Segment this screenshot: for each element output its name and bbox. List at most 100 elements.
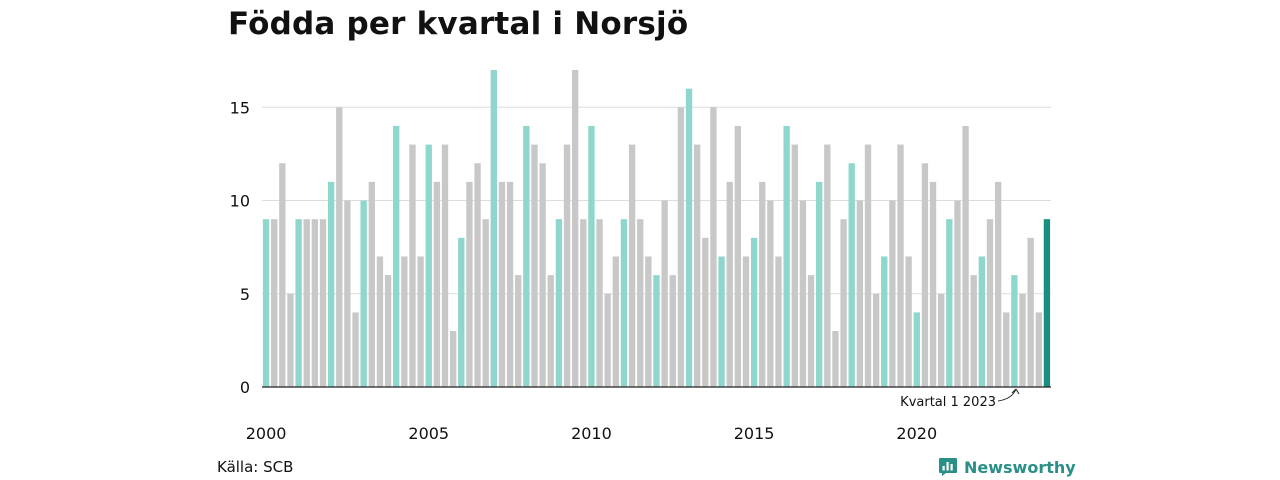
- bar: [669, 275, 676, 387]
- bar: [685, 88, 693, 388]
- bar: [319, 219, 327, 387]
- source-label: Källa: SCB: [217, 458, 294, 476]
- bar: [376, 256, 384, 387]
- bar: [449, 331, 457, 387]
- bar: [677, 107, 685, 387]
- bar-chart: 0 5 10 15 2000 2005 2010 2015 2020 Kvartal 1 20…: [230, 70, 1051, 443]
- annotation-arrow-icon: [997, 388, 1020, 402]
- bar-chart-logo-icon: [939, 458, 957, 476]
- bar: [938, 293, 945, 387]
- bar: [970, 275, 977, 387]
- bars: [262, 70, 1051, 388]
- bar: [864, 144, 872, 387]
- bar: [897, 144, 904, 387]
- bar: [759, 181, 766, 387]
- y-tick-labels: 0 5 10 15: [230, 98, 250, 397]
- bar: [775, 256, 782, 387]
- bar: [271, 219, 278, 387]
- bar: [1011, 275, 1018, 387]
- bar: [547, 275, 554, 387]
- brand[interactable]: Newsworthy: [938, 456, 1076, 478]
- bar: [563, 144, 571, 387]
- bar: [856, 200, 864, 387]
- bar: [994, 181, 1002, 387]
- bar: [433, 181, 441, 387]
- bar: [889, 200, 896, 387]
- bar: [571, 70, 579, 387]
- bar: [344, 200, 351, 387]
- bar: [929, 181, 937, 387]
- bar: [612, 256, 619, 387]
- bar: [905, 256, 912, 387]
- bar: [262, 219, 270, 387]
- bar: [694, 144, 701, 387]
- bar: [921, 163, 929, 387]
- bar: [393, 125, 400, 387]
- bar: [588, 125, 595, 387]
- bar: [368, 181, 375, 387]
- bar: [816, 181, 823, 387]
- bar: [303, 219, 310, 387]
- bar: [840, 219, 847, 387]
- bar: [783, 125, 790, 387]
- x-tick-label: 2020: [896, 424, 937, 443]
- bar: [490, 70, 497, 387]
- y-tick-label: 5: [240, 285, 250, 304]
- bar: [750, 237, 758, 387]
- bar: [702, 237, 709, 387]
- brand-name: Newsworthy: [964, 457, 1076, 477]
- bar: [954, 200, 961, 387]
- bar: [848, 163, 855, 387]
- bar: [978, 256, 986, 387]
- bar: [523, 125, 530, 387]
- bar: [1043, 219, 1051, 387]
- bar: [881, 256, 888, 387]
- x-tick-label: 2015: [734, 424, 775, 443]
- bar: [710, 107, 717, 387]
- annotation-label: Kvartal 1 2023: [900, 395, 996, 410]
- bar: [352, 312, 359, 387]
- bar: [474, 163, 481, 387]
- bar: [441, 144, 449, 387]
- bar: [458, 237, 465, 387]
- bar: [425, 144, 432, 387]
- bar: [872, 293, 880, 387]
- bar: [531, 144, 538, 387]
- bar: [360, 200, 367, 387]
- bar: [1035, 312, 1042, 387]
- bar: [628, 144, 636, 387]
- bar: [482, 219, 489, 387]
- bar: [417, 256, 424, 387]
- x-tick-label: 2010: [571, 424, 612, 443]
- bar: [327, 181, 335, 387]
- bar: [539, 163, 546, 387]
- bar: [986, 219, 994, 387]
- latest-annotation: Kvartal 1 2023: [900, 388, 1020, 410]
- y-tick-label: 0: [240, 378, 250, 397]
- bar: [506, 181, 514, 387]
- bar: [767, 200, 774, 387]
- bar: [287, 293, 294, 387]
- bar: [620, 219, 628, 387]
- bar: [580, 219, 587, 387]
- x-tick-label: 2000: [246, 424, 287, 443]
- bar: [824, 144, 831, 387]
- bar: [742, 256, 750, 387]
- bar: [946, 219, 953, 387]
- bar: [913, 312, 920, 387]
- bar: [661, 200, 668, 387]
- bar: [653, 275, 660, 387]
- bar: [637, 219, 644, 387]
- bar: [791, 144, 798, 387]
- bar: [336, 107, 343, 387]
- y-tick-label: 10: [230, 192, 250, 211]
- bar: [807, 275, 815, 387]
- bar: [401, 256, 408, 387]
- bar: [311, 219, 319, 387]
- bar: [1019, 293, 1026, 387]
- bar: [466, 181, 473, 387]
- bar: [962, 125, 969, 387]
- x-tick-label: 2005: [408, 424, 449, 443]
- bar: [384, 275, 392, 387]
- chart-title: Födda per kvartal i Norsjö: [228, 6, 689, 42]
